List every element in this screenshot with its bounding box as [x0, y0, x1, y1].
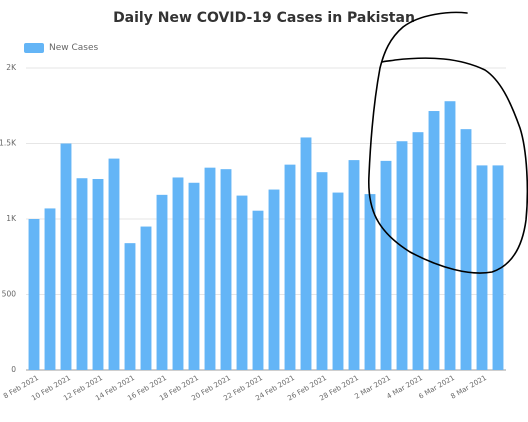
bar[interactable] [60, 143, 72, 371]
bar[interactable] [124, 243, 136, 370]
bar[interactable] [268, 189, 280, 370]
y-tick-label: 2K [6, 63, 17, 72]
bar[interactable] [444, 101, 456, 370]
bar[interactable] [364, 194, 376, 370]
y-axis: 0 500 1K 1.5K 2K [0, 63, 17, 374]
bar[interactable] [236, 195, 248, 370]
bar[interactable] [188, 182, 200, 370]
legend-swatch [24, 43, 44, 53]
bar[interactable] [300, 137, 312, 370]
gridlines [26, 67, 506, 371]
bar[interactable] [396, 141, 408, 370]
bar[interactable] [460, 129, 472, 370]
bar[interactable] [92, 178, 104, 370]
bar[interactable] [412, 132, 424, 370]
bar[interactable] [348, 160, 360, 370]
chart-title: Daily New COVID-19 Cases in Pakistan [113, 10, 415, 26]
y-tick-label: 500 [2, 290, 17, 299]
bar[interactable] [28, 219, 40, 370]
bar[interactable] [156, 194, 168, 370]
bar[interactable] [204, 167, 216, 370]
bar[interactable] [380, 160, 392, 370]
y-tick-label: 1.5K [0, 139, 17, 148]
bar[interactable] [108, 158, 120, 370]
bar[interactable] [492, 165, 504, 370]
bar[interactable] [172, 177, 184, 370]
y-tick-label: 0 [11, 365, 16, 374]
bar[interactable] [332, 192, 344, 370]
y-tick-label: 1K [6, 214, 17, 223]
bar[interactable] [476, 165, 488, 370]
bar[interactable] [44, 208, 56, 370]
bar[interactable] [284, 164, 296, 370]
bars [28, 101, 504, 371]
legend[interactable]: New Cases [24, 43, 98, 53]
bar[interactable] [428, 111, 440, 370]
legend-label: New Cases [49, 43, 99, 53]
bar[interactable] [252, 210, 264, 370]
bar[interactable] [220, 169, 232, 370]
bar[interactable] [140, 226, 152, 370]
x-tick-label: 8 Mar 2021 [449, 374, 488, 401]
bar[interactable] [316, 172, 328, 370]
hand-drawn-circle-annotation [367, 11, 528, 274]
bar[interactable] [76, 178, 88, 370]
